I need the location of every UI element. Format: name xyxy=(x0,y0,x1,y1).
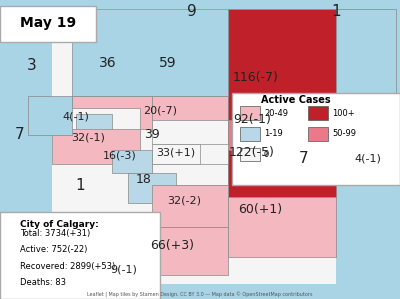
Bar xyxy=(240,127,260,141)
Text: 92(-1): 92(-1) xyxy=(233,113,271,126)
Polygon shape xyxy=(152,120,228,144)
Text: Recovered: 2899(+53): Recovered: 2899(+53) xyxy=(20,262,115,271)
Text: 4(-1): 4(-1) xyxy=(62,112,90,122)
Text: 0: 0 xyxy=(264,150,269,159)
Text: 50-99: 50-99 xyxy=(332,129,356,138)
Text: 7: 7 xyxy=(15,127,25,142)
Polygon shape xyxy=(228,150,336,197)
Bar xyxy=(308,106,328,120)
Text: 1: 1 xyxy=(331,4,341,19)
Text: 122(-5): 122(-5) xyxy=(229,146,275,159)
Text: 66(+3): 66(+3) xyxy=(150,239,194,252)
FancyBboxPatch shape xyxy=(0,212,160,299)
Bar xyxy=(240,148,260,161)
Text: 7: 7 xyxy=(299,151,309,166)
Text: 18: 18 xyxy=(136,173,152,186)
Text: 1-19: 1-19 xyxy=(264,129,283,138)
Polygon shape xyxy=(28,96,72,135)
Polygon shape xyxy=(112,227,228,275)
Text: 9: 9 xyxy=(187,4,197,19)
Polygon shape xyxy=(228,9,336,120)
Text: 9(-1): 9(-1) xyxy=(110,264,138,274)
Polygon shape xyxy=(152,185,228,227)
Polygon shape xyxy=(360,150,396,185)
Text: 36: 36 xyxy=(99,56,117,70)
Text: 3: 3 xyxy=(27,58,37,73)
Polygon shape xyxy=(52,9,336,284)
Polygon shape xyxy=(336,150,360,185)
Text: 32(-1): 32(-1) xyxy=(71,132,105,143)
Bar xyxy=(308,127,328,141)
Polygon shape xyxy=(128,173,176,203)
Polygon shape xyxy=(52,129,140,164)
Text: 32(-2): 32(-2) xyxy=(167,195,201,205)
Polygon shape xyxy=(152,96,228,132)
Polygon shape xyxy=(228,120,336,150)
Polygon shape xyxy=(336,9,396,96)
Polygon shape xyxy=(152,144,200,164)
Polygon shape xyxy=(52,9,228,96)
Polygon shape xyxy=(80,260,128,281)
Text: Active: 752(-22): Active: 752(-22) xyxy=(20,245,87,254)
FancyBboxPatch shape xyxy=(0,6,96,42)
Text: Total: 3734(+31): Total: 3734(+31) xyxy=(20,229,90,238)
Text: 39: 39 xyxy=(144,128,160,141)
Text: 20(-7): 20(-7) xyxy=(143,106,177,116)
Polygon shape xyxy=(112,150,152,173)
Text: 16(-3): 16(-3) xyxy=(103,150,137,161)
Text: 100+: 100+ xyxy=(332,109,355,118)
Text: 60(+1): 60(+1) xyxy=(238,203,282,216)
Text: 20-49: 20-49 xyxy=(264,109,288,118)
Text: 4(-1): 4(-1) xyxy=(354,153,382,164)
Text: 1: 1 xyxy=(75,178,85,193)
Text: City of Calgary:: City of Calgary: xyxy=(20,220,99,229)
Polygon shape xyxy=(76,114,112,135)
Polygon shape xyxy=(72,96,152,129)
Text: 59: 59 xyxy=(159,56,177,70)
Polygon shape xyxy=(152,164,228,185)
Text: May 19: May 19 xyxy=(20,16,76,30)
Text: Deaths: 83: Deaths: 83 xyxy=(20,278,66,287)
Polygon shape xyxy=(228,197,336,257)
Bar xyxy=(240,106,260,120)
Text: Leaflet | Map tiles by Stamen Design, CC BY 3.0 — Map data © OpenStreetMap contr: Leaflet | Map tiles by Stamen Design, CC… xyxy=(87,292,313,298)
Text: 116(-7): 116(-7) xyxy=(233,71,279,84)
FancyBboxPatch shape xyxy=(232,93,400,185)
Text: 33(+1): 33(+1) xyxy=(156,147,196,158)
Text: Active Cases: Active Cases xyxy=(261,95,331,105)
